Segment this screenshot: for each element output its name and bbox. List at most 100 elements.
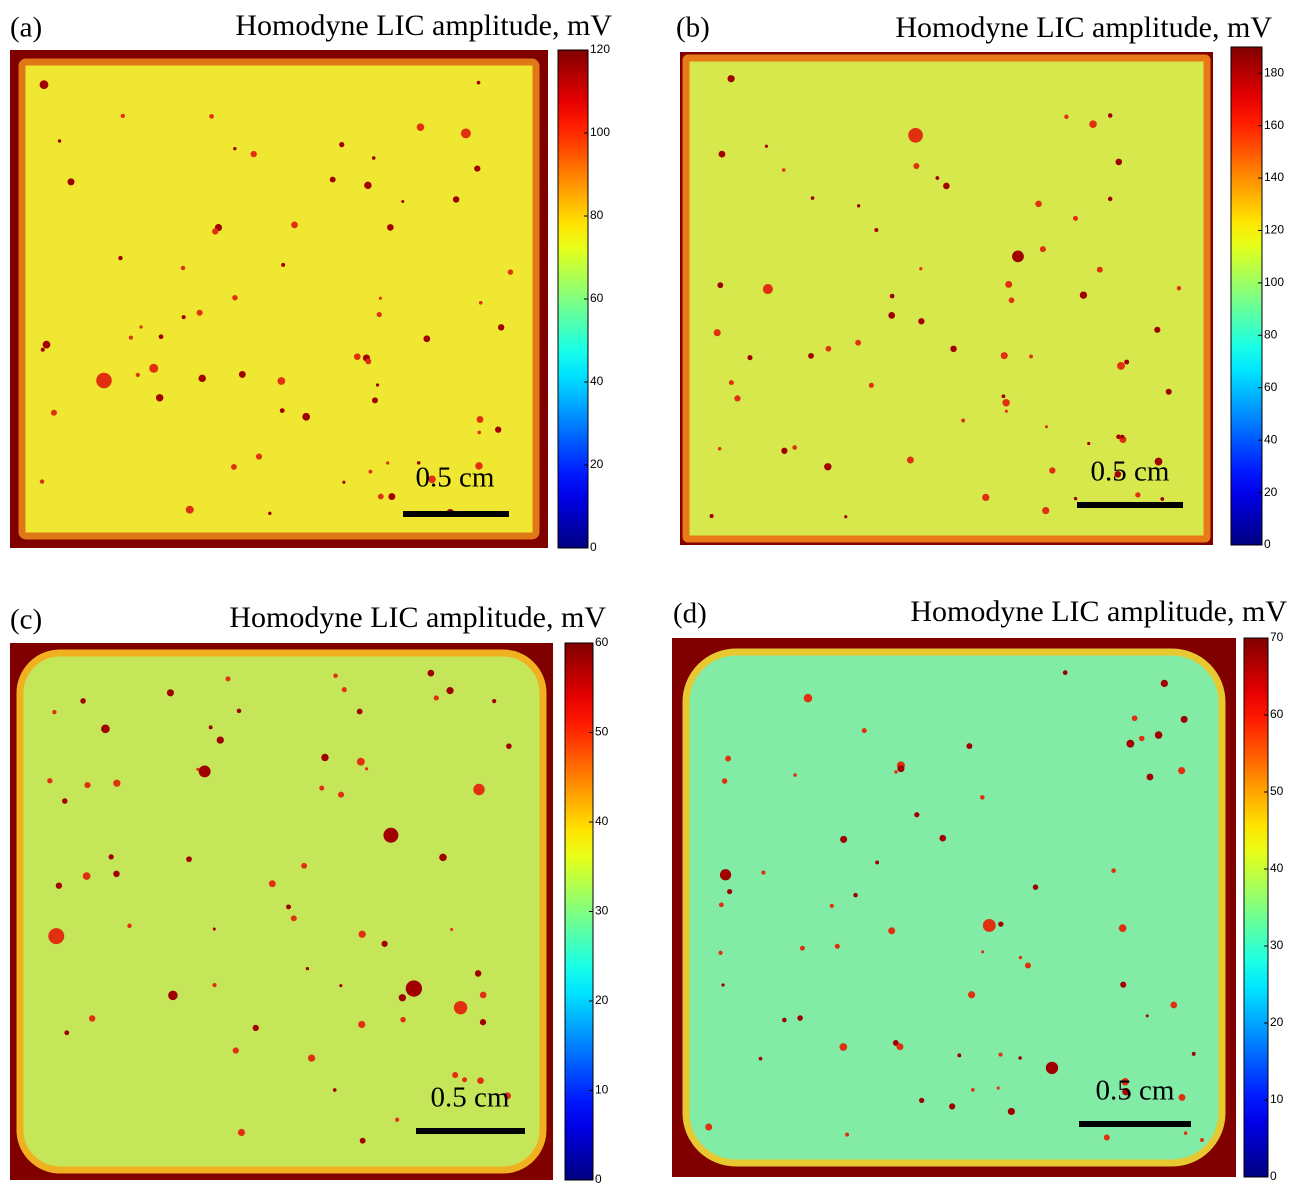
defect [364, 181, 372, 190]
defect [252, 1024, 259, 1032]
defect [358, 930, 366, 938]
defect [829, 903, 834, 908]
colorbar-tick-label: 20 [1270, 1015, 1284, 1029]
panel-title: Homodyne LIC amplitude, mV [235, 9, 612, 42]
panel-label: (c) [10, 604, 42, 636]
defect [971, 1088, 975, 1092]
defect [286, 904, 292, 910]
defect [305, 966, 310, 971]
defect [48, 928, 65, 945]
defect [356, 757, 365, 766]
defect [982, 493, 990, 502]
defect [1008, 297, 1015, 304]
defect [433, 695, 439, 701]
defect [473, 783, 485, 796]
defect [950, 345, 957, 353]
defect [1018, 955, 1023, 960]
defect [301, 862, 308, 869]
defect [908, 127, 923, 143]
defect [302, 412, 311, 421]
defect [479, 991, 487, 999]
defect [479, 1019, 487, 1026]
colorbar-tick-label: 180 [1264, 65, 1284, 79]
defect [1120, 434, 1125, 439]
defect [375, 383, 380, 387]
defect [149, 363, 159, 373]
colorbar-tick-label: 160 [1264, 118, 1284, 132]
defect [718, 150, 726, 158]
defect [118, 255, 123, 261]
defect [919, 1097, 925, 1103]
defect [401, 200, 405, 204]
defect [1154, 457, 1163, 466]
colorbar-tick-label: 120 [1264, 223, 1284, 237]
defect [725, 755, 732, 762]
defect [365, 767, 369, 771]
colorbar-tick-label: 30 [1270, 938, 1284, 952]
defect [233, 146, 237, 151]
defect [1139, 735, 1145, 742]
defect [1072, 215, 1078, 221]
defect [64, 1030, 70, 1036]
defect [967, 991, 976, 999]
defect [84, 781, 91, 789]
defect [1062, 670, 1068, 676]
defect [319, 785, 325, 791]
defect [1107, 113, 1113, 118]
defect [856, 204, 861, 208]
scale-bar-label: 0.5 cm [1091, 456, 1170, 488]
defect [782, 1017, 787, 1023]
scale-bar-label: 0.5 cm [431, 1082, 510, 1114]
defect [839, 1043, 848, 1051]
defect [39, 80, 49, 90]
defect [810, 196, 815, 200]
defect [452, 1071, 459, 1079]
colorbar-tick-label: 60 [1270, 707, 1284, 721]
colorbar-tick-label: 40 [1270, 861, 1284, 875]
colorbar-tick-label: 40 [595, 814, 609, 828]
defect [386, 461, 390, 465]
defect [1116, 434, 1121, 440]
colorbar-tick-label: 70 [1270, 630, 1284, 644]
defect [67, 178, 75, 186]
defect [1126, 739, 1135, 748]
defect [747, 355, 753, 361]
defect [381, 940, 388, 947]
defect [888, 927, 896, 935]
defect [1018, 1056, 1022, 1060]
colorbar-tick-label: 20 [590, 457, 604, 471]
colorbar [1243, 637, 1269, 1178]
defect [1154, 731, 1163, 739]
defect [477, 1077, 484, 1085]
defect [232, 1047, 239, 1054]
defect [332, 1088, 337, 1092]
defect [371, 397, 378, 404]
panel-title: Homodyne LIC amplitude, mV [229, 601, 606, 634]
map-surface [682, 648, 1226, 1167]
defect [321, 753, 329, 762]
defect [492, 699, 497, 704]
defect [919, 267, 923, 271]
defect [728, 380, 734, 386]
defect [478, 300, 483, 305]
defect [1170, 1001, 1178, 1009]
defect [781, 168, 786, 172]
defect [1007, 1107, 1015, 1116]
colorbar-tick-label: 0 [1270, 1169, 1277, 1183]
defect [113, 870, 120, 878]
defect [180, 265, 186, 271]
defect [356, 708, 363, 715]
defect [761, 870, 766, 875]
colorbar-tick-label: 10 [1270, 1092, 1284, 1106]
defect [398, 994, 407, 1002]
defect [935, 176, 940, 180]
defect [477, 430, 482, 435]
defect [128, 335, 133, 340]
defect [291, 221, 298, 229]
defect [896, 1043, 904, 1051]
defect [1079, 291, 1088, 299]
defect [734, 395, 741, 402]
defect [120, 113, 126, 119]
defect [906, 456, 914, 464]
defect [981, 950, 985, 954]
